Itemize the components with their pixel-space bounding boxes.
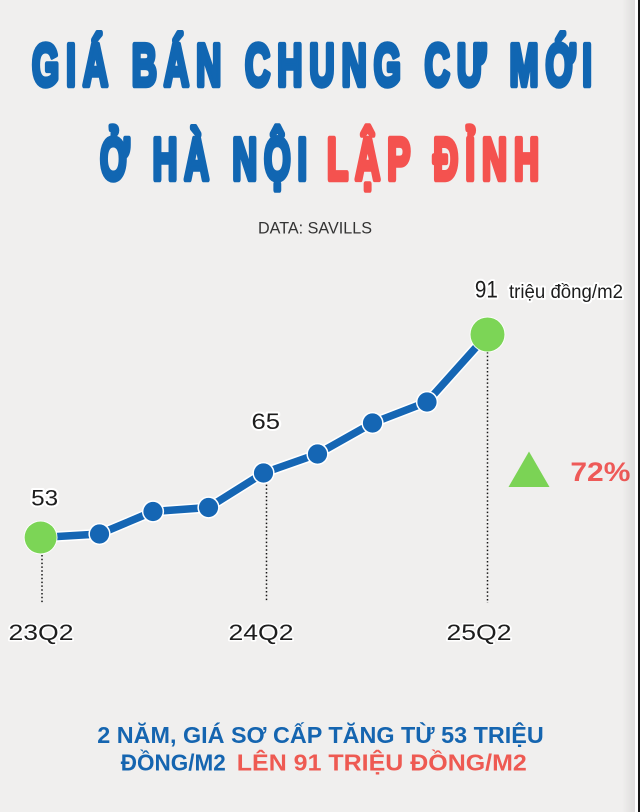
svg-text:65: 65 [252, 409, 281, 434]
svg-text:DATA: SAVILLS: DATA: SAVILLS [258, 219, 372, 238]
svg-text:Ở HÀ NỘI: Ở HÀ NỘI [100, 126, 314, 193]
svg-text:91: 91 [475, 277, 498, 304]
svg-text:53: 53 [31, 486, 58, 511]
svg-text:24Q2: 24Q2 [229, 620, 294, 645]
svg-text:ĐỒNG/M2: ĐỒNG/M2 [121, 749, 226, 776]
svg-text:2 NĂM, GIÁ SƠ CẤP TĂNG TỪ 53 T: 2 NĂM, GIÁ SƠ CẤP TĂNG TỪ 53 TRIỆU [97, 721, 543, 748]
svg-text:72%: 72% [570, 457, 630, 487]
svg-text:LÊN 91 TRIỆU ĐỒNG/M2: LÊN 91 TRIỆU ĐỒNG/M2 [237, 749, 527, 776]
svg-text:LẬP ĐỈNH: LẬP ĐỈNH [327, 126, 546, 193]
svg-text:25Q2: 25Q2 [447, 620, 512, 645]
svg-text:23Q2: 23Q2 [9, 620, 74, 645]
svg-text:GIÁ BÁN CHUNG CƯ MỚI: GIÁ BÁN CHUNG CƯ MỚI [32, 32, 599, 99]
svg-text:triệu đồng/m2: triệu đồng/m2 [509, 282, 623, 303]
